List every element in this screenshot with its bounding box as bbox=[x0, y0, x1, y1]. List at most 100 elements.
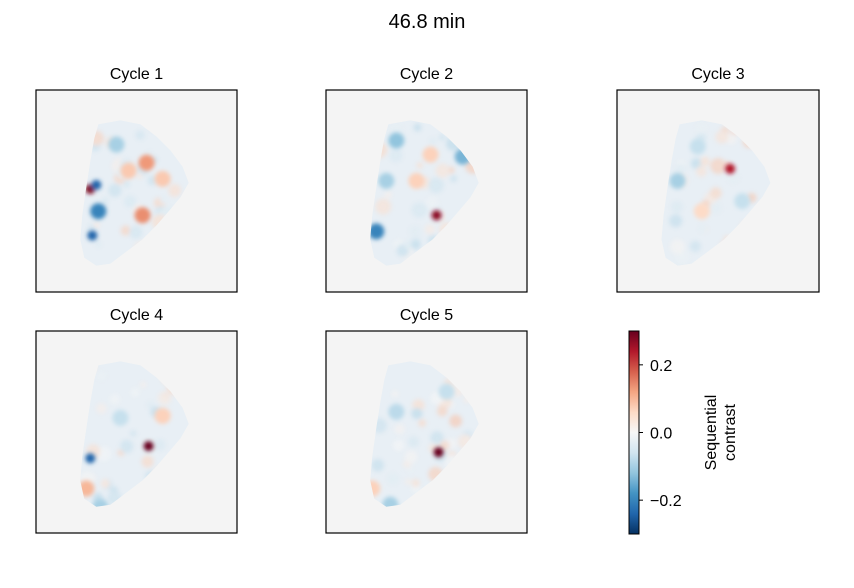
texture-mark bbox=[689, 240, 701, 252]
sample-region bbox=[80, 120, 189, 266]
panel-title: Cycle 2 bbox=[400, 66, 453, 83]
contrast-spot bbox=[388, 132, 405, 149]
texture-mark bbox=[411, 202, 427, 218]
contrast-spot bbox=[422, 146, 439, 163]
contrast-spot bbox=[370, 223, 385, 240]
texture-mark bbox=[119, 439, 134, 454]
texture-mark bbox=[669, 214, 683, 228]
contrast-spot bbox=[108, 136, 125, 153]
texture-mark bbox=[375, 198, 392, 215]
texture-mark bbox=[168, 183, 182, 197]
texture-mark bbox=[449, 414, 462, 428]
panel-frame bbox=[325, 89, 528, 293]
texture-mark bbox=[129, 430, 137, 437]
contrast-spot bbox=[689, 138, 706, 155]
texture-mark bbox=[430, 431, 444, 445]
texture-mark bbox=[700, 156, 710, 167]
texture-mark bbox=[108, 183, 122, 197]
texture-mark bbox=[162, 391, 170, 400]
texture-mark bbox=[696, 165, 707, 177]
contrast-spot bbox=[378, 172, 395, 189]
contrast-spot bbox=[112, 409, 129, 426]
texture-mark bbox=[135, 130, 145, 140]
figure-title: 46.8 min bbox=[389, 11, 466, 33]
texture-mark bbox=[424, 224, 436, 235]
texture-mark bbox=[715, 130, 729, 144]
contrast-spot bbox=[138, 154, 155, 171]
texture-mark bbox=[387, 473, 400, 485]
contrast-spot bbox=[438, 383, 455, 400]
texture-mark bbox=[389, 148, 403, 163]
texture-mark bbox=[429, 137, 437, 145]
colorbar-label-line: contrast bbox=[722, 403, 739, 460]
panel-title: Cycle 5 bbox=[400, 307, 453, 324]
texture-mark bbox=[120, 225, 131, 236]
panel-title: Cycle 1 bbox=[110, 66, 163, 83]
contrast-spot bbox=[408, 172, 425, 189]
colorbar-tick-label: −0.2 bbox=[650, 493, 682, 510]
texture-mark bbox=[698, 224, 708, 234]
texture-mark bbox=[425, 196, 439, 210]
contrast-spot bbox=[431, 210, 442, 221]
colorbar-label: Sequential contrast bbox=[703, 395, 739, 471]
contrast-spot bbox=[370, 480, 381, 497]
colorbar: 0.2 0.0 −0.2 Sequential contrast bbox=[628, 330, 739, 535]
texture-mark bbox=[709, 187, 722, 199]
texture-mark bbox=[101, 197, 109, 204]
texture-mark bbox=[139, 381, 147, 388]
contrast-spot bbox=[92, 498, 109, 507]
texture-mark bbox=[96, 370, 107, 382]
texture-mark bbox=[392, 439, 405, 452]
contrast-spot bbox=[382, 496, 399, 507]
texture-mark bbox=[391, 390, 399, 398]
texture-mark bbox=[710, 158, 727, 174]
contrast-spot bbox=[669, 172, 686, 189]
texture-mark bbox=[123, 180, 130, 188]
texture-mark bbox=[394, 423, 405, 435]
panel-4: Cycle 4 bbox=[35, 307, 238, 534]
contrast-spot bbox=[388, 403, 405, 420]
contrast-spot bbox=[87, 230, 98, 241]
texture-mark bbox=[725, 133, 737, 145]
contrast-spot bbox=[85, 453, 96, 464]
contrast-spot bbox=[90, 203, 107, 220]
panel-3: Cycle 3 bbox=[616, 66, 820, 293]
texture-mark bbox=[405, 478, 412, 485]
texture-mark bbox=[129, 225, 143, 239]
panel-title: Cycle 3 bbox=[691, 66, 744, 83]
contrast-spot bbox=[725, 163, 736, 174]
texture-mark bbox=[726, 171, 740, 184]
texture-mark bbox=[411, 407, 423, 420]
texture-mark bbox=[428, 177, 444, 194]
texture-mark bbox=[695, 122, 708, 135]
texture-mark bbox=[418, 419, 426, 427]
texture-mark bbox=[130, 387, 141, 398]
texture-mark bbox=[408, 436, 420, 448]
panel-2: Cycle 2 bbox=[325, 66, 528, 293]
texture-mark bbox=[404, 450, 418, 464]
contrast-spot bbox=[154, 170, 171, 187]
texture-mark bbox=[146, 401, 155, 410]
colorbar-label-line: Sequential bbox=[703, 395, 720, 471]
texture-mark bbox=[669, 239, 686, 255]
panel-frame bbox=[325, 330, 528, 534]
panel-frame bbox=[35, 89, 238, 293]
texture-mark bbox=[416, 162, 423, 169]
panel-1: Cycle 1 bbox=[35, 66, 238, 293]
texture-mark bbox=[435, 163, 450, 178]
colorbar-gradient bbox=[628, 330, 640, 535]
texture-mark bbox=[411, 478, 420, 488]
colorbar-tick-label: 0.0 bbox=[650, 426, 672, 443]
texture-mark bbox=[95, 241, 102, 248]
texture-mark bbox=[404, 240, 413, 249]
texture-mark bbox=[109, 393, 121, 405]
texture-mark bbox=[123, 195, 137, 208]
texture-mark bbox=[136, 172, 143, 180]
contrast-spot bbox=[134, 207, 151, 224]
texture-mark bbox=[439, 134, 446, 141]
contrast-spot bbox=[433, 447, 444, 458]
panel-title: Cycle 4 bbox=[110, 307, 163, 324]
texture-mark bbox=[384, 190, 392, 199]
texture-mark bbox=[141, 455, 154, 468]
